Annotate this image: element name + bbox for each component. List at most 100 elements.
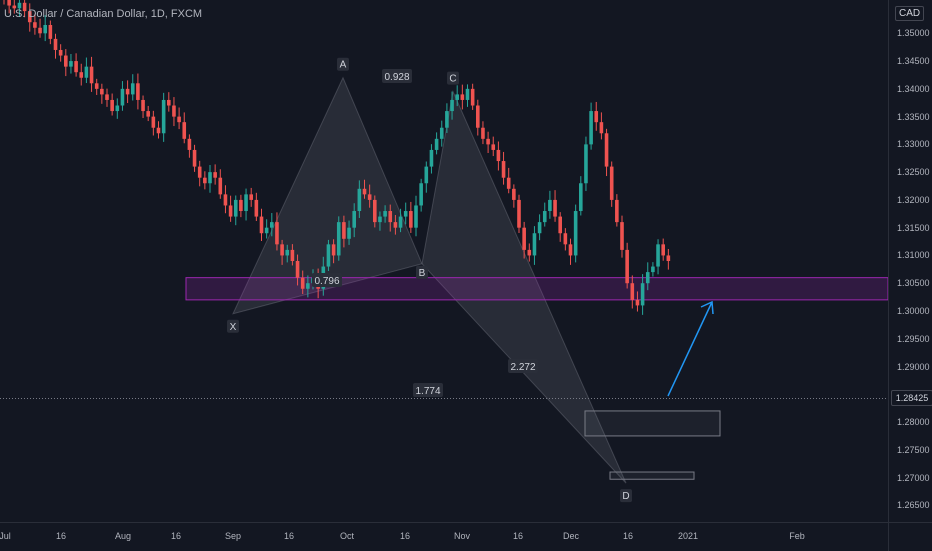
time-label: 16 bbox=[283, 531, 295, 541]
candle-body bbox=[506, 177, 511, 189]
chart-area[interactable]: X A B C D 0.928 0.796 2.272 1.774 U.S. Dollar / … bbox=[0, 0, 888, 522]
price-label: 1.33500 bbox=[897, 111, 930, 122]
pattern-point-d-label: D bbox=[622, 491, 629, 502]
price-label: 1.27500 bbox=[897, 444, 930, 455]
resistance-zone bbox=[185, 277, 888, 301]
candle-body bbox=[259, 216, 264, 234]
symbol-title[interactable]: U.S. Dollar / Canadian Dollar, 1D, FXCM bbox=[4, 8, 203, 20]
candle-body bbox=[532, 233, 537, 256]
pattern-point-label-bg bbox=[227, 319, 239, 333]
candle-body bbox=[172, 105, 176, 117]
ratio-label: 1.774 bbox=[415, 386, 440, 397]
candle-body bbox=[22, 2, 27, 12]
time-label: 16 bbox=[55, 531, 67, 541]
candle-body bbox=[635, 299, 640, 306]
candle-body bbox=[362, 188, 367, 195]
candle-body bbox=[537, 222, 542, 234]
time-label: 16 bbox=[622, 531, 634, 541]
candle-body bbox=[630, 283, 635, 300]
ratio-label-bg bbox=[382, 69, 412, 83]
candle-body bbox=[74, 61, 78, 73]
pattern-point-b-label: B bbox=[419, 268, 426, 279]
candle-body bbox=[7, 0, 11, 6]
price-label: 1.32000 bbox=[897, 194, 930, 205]
candle-body bbox=[306, 283, 310, 289]
candle-body bbox=[326, 244, 331, 267]
harmonic-pattern bbox=[232, 76, 627, 484]
candle-body bbox=[434, 138, 439, 150]
candle-body bbox=[568, 244, 573, 256]
support-box-upper bbox=[584, 410, 721, 437]
price-label: 1.34500 bbox=[897, 56, 930, 67]
chart-canvas[interactable]: X A B C D 0.928 0.796 2.272 1.774 bbox=[0, 0, 888, 522]
time-label: Jul bbox=[0, 531, 11, 541]
candle-body bbox=[218, 177, 223, 195]
pattern-point-c-label: C bbox=[449, 74, 456, 85]
candle-body bbox=[388, 211, 393, 223]
pattern-triangle-xab bbox=[232, 76, 423, 315]
candle-body bbox=[599, 122, 604, 134]
currency-badge[interactable]: CAD bbox=[895, 6, 925, 21]
time-axis[interactable]: Jul 16 Aug 16 Sep 16 Oct 16 Nov 16 Dec 16 2021 Feb bbox=[0, 522, 888, 551]
candle-body bbox=[615, 199, 619, 223]
candle-body bbox=[17, 2, 22, 9]
projection-arrow-head bbox=[700, 300, 714, 315]
candle-body bbox=[403, 211, 408, 217]
candle-body bbox=[429, 149, 434, 167]
candle-body bbox=[336, 222, 341, 256]
candle-body bbox=[290, 249, 295, 261]
candle-body bbox=[182, 122, 187, 139]
candle-body bbox=[512, 188, 516, 200]
ratio-label-bg bbox=[413, 383, 443, 397]
candle-body bbox=[192, 149, 197, 167]
candle-body bbox=[439, 127, 444, 139]
candle-body bbox=[331, 244, 336, 256]
candle-body bbox=[666, 255, 671, 261]
candle-body bbox=[151, 116, 156, 128]
candle-body bbox=[640, 283, 645, 306]
time-label: 2021 bbox=[677, 531, 699, 541]
price-axis[interactable]: CAD 1.35000 1.34500 1.34000 1.33500 1.33000 1… bbox=[888, 0, 932, 522]
candle-body bbox=[573, 211, 578, 256]
candle-body bbox=[651, 266, 655, 273]
candle-body bbox=[501, 161, 506, 178]
candle-body bbox=[130, 83, 135, 95]
price-label: 1.28000 bbox=[897, 417, 930, 428]
candle-body bbox=[300, 277, 305, 289]
candle-body bbox=[620, 222, 624, 250]
ratio-label-bg bbox=[508, 359, 538, 373]
time-label: 16 bbox=[399, 531, 411, 541]
time-label: Oct bbox=[339, 531, 355, 541]
candle-body bbox=[156, 127, 161, 134]
ratio-label: 2.272 bbox=[510, 362, 535, 373]
candle-body bbox=[161, 99, 166, 134]
candle-body bbox=[105, 94, 109, 100]
candle-body bbox=[625, 249, 629, 284]
price-label: 1.35000 bbox=[897, 28, 930, 39]
candle-body bbox=[187, 138, 192, 150]
axis-corner bbox=[888, 522, 932, 551]
candle-body bbox=[347, 227, 351, 239]
candle-body bbox=[491, 144, 496, 150]
candle-body bbox=[424, 166, 429, 184]
price-label: 1.34000 bbox=[897, 83, 930, 94]
candle-body bbox=[409, 211, 413, 228]
candle-body bbox=[553, 199, 557, 217]
candle-body bbox=[89, 66, 94, 84]
pattern-point-label-bg bbox=[416, 265, 428, 279]
price-label: 1.30500 bbox=[897, 278, 930, 289]
candle-body bbox=[357, 188, 362, 212]
time-label: Nov bbox=[453, 531, 471, 541]
ratio-label-bg bbox=[312, 273, 342, 287]
candle-body bbox=[481, 127, 485, 139]
ratio-label: 0.928 bbox=[384, 72, 409, 83]
candle-body bbox=[197, 166, 202, 178]
candle-body bbox=[48, 24, 53, 39]
candle-body bbox=[465, 88, 470, 100]
pattern-point-a-label: A bbox=[340, 60, 347, 71]
price-label: 1.26500 bbox=[897, 500, 930, 511]
time-label: 16 bbox=[170, 531, 182, 541]
candle-body bbox=[27, 11, 32, 23]
pattern-point-label-bg bbox=[447, 71, 459, 85]
candle-body bbox=[460, 94, 465, 100]
